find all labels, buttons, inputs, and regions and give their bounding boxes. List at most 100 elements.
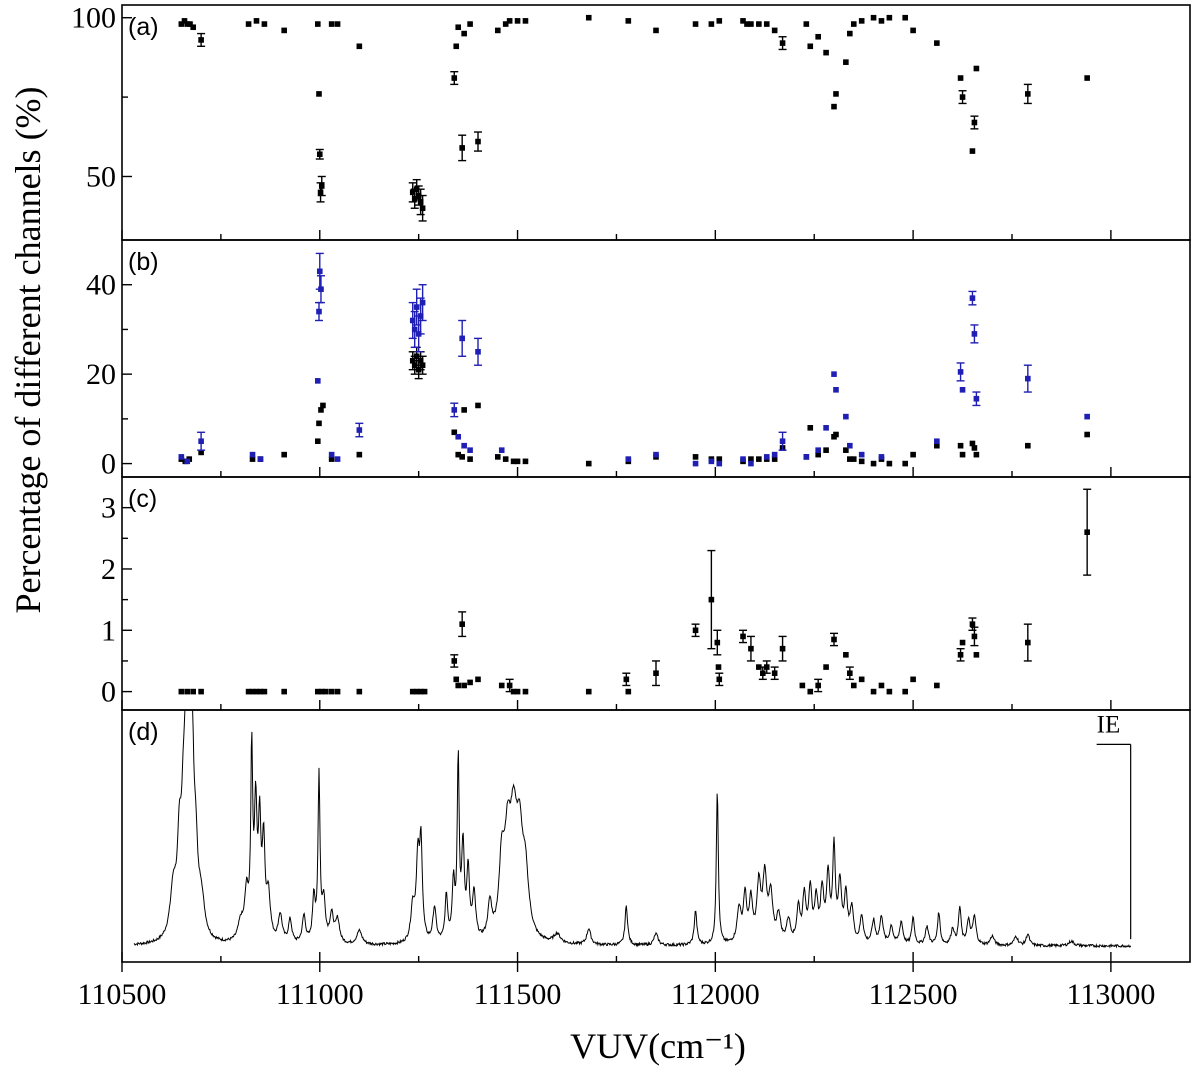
data-point: [1084, 431, 1090, 438]
x-axis: 110500 111000 111500 112000 112500 113000: [78, 962, 1155, 1011]
data-point: [831, 371, 837, 377]
data-point: [245, 688, 252, 695]
data-point: [461, 442, 467, 449]
data-point: [971, 119, 978, 126]
data-point: [756, 456, 762, 462]
data-point: [957, 442, 964, 449]
data-point: [413, 353, 420, 360]
data-point: [969, 621, 976, 627]
data-point: [453, 43, 460, 50]
data-point: [973, 451, 980, 458]
data-point: [461, 407, 467, 413]
data-point: [356, 688, 363, 695]
data-point: [467, 447, 473, 453]
data-point: [249, 456, 256, 462]
data-point: [957, 369, 964, 375]
data-point: [257, 688, 264, 695]
data-point: [178, 21, 185, 27]
x-tick-label: 110500: [78, 978, 167, 1011]
data-point: [934, 40, 940, 46]
data-point: [744, 21, 750, 27]
data-point: [823, 664, 829, 670]
data-point: [261, 21, 268, 27]
data-point: [498, 682, 505, 689]
data-point: [181, 18, 188, 24]
y-tick-label: 0: [101, 676, 116, 709]
data-point: [322, 688, 329, 695]
series-channel-a: [178, 14, 1090, 222]
data-point: [934, 442, 940, 449]
data-point: [969, 295, 976, 301]
data-point: [843, 59, 849, 65]
data-point: [858, 451, 865, 458]
data-point: [245, 21, 252, 27]
data-point: [419, 362, 426, 369]
data-point: [847, 670, 853, 677]
data-point: [969, 440, 976, 447]
panels: (a) 50 100 (b) 0 20 40 (c) 0 1 2 3 (d) IE: [71, 2, 1191, 963]
data-point: [522, 18, 529, 24]
data-point: [494, 27, 501, 34]
data-point: [455, 451, 462, 458]
data-point: [417, 199, 424, 205]
data-point: [771, 27, 778, 34]
data-point: [653, 670, 659, 677]
panel-label: (a): [128, 13, 159, 41]
data-point: [831, 103, 837, 110]
data-point: [334, 688, 341, 695]
data-point: [316, 151, 323, 158]
data-point: [748, 645, 754, 652]
data-point: [771, 451, 778, 458]
data-point: [417, 357, 424, 364]
data-point: [959, 451, 966, 458]
data-point: [320, 402, 326, 409]
series-channel-c: [178, 488, 1092, 695]
data-point: [249, 451, 256, 458]
data-point: [886, 14, 893, 21]
data-point: [315, 378, 321, 384]
data-point: [514, 458, 521, 465]
data-point: [510, 458, 517, 465]
data-point: [316, 308, 322, 315]
x-tick-label: 112000: [671, 978, 760, 1011]
data-point: [198, 449, 204, 456]
data-point: [316, 268, 323, 275]
spectrum-line: [133, 709, 1132, 949]
data-point: [878, 682, 885, 689]
data-point: [1025, 91, 1031, 97]
data-point: [815, 447, 821, 453]
data-point: [886, 688, 893, 695]
data-point: [858, 676, 865, 683]
data-point: [934, 682, 940, 689]
data-point: [763, 21, 770, 27]
data-point: [514, 18, 521, 24]
data-point: [475, 402, 481, 409]
data-point: [419, 205, 426, 212]
data-point: [334, 21, 341, 27]
data-point: [281, 451, 287, 458]
data-point: [692, 21, 699, 27]
data-point: [807, 43, 814, 50]
data-point: [779, 438, 786, 445]
data-point: [833, 387, 839, 393]
panel-b: (b) 0 20 40: [86, 239, 1191, 481]
data-point: [502, 21, 509, 27]
data-point: [959, 387, 966, 393]
data-point: [823, 49, 829, 56]
data-point: [910, 451, 916, 458]
data-point: [413, 688, 420, 695]
data-point: [253, 18, 260, 24]
data-point: [184, 688, 191, 695]
data-point: [522, 458, 529, 465]
data-point: [969, 148, 976, 154]
data-point: [843, 652, 849, 658]
data-point: [740, 633, 746, 640]
data-point: [178, 454, 185, 460]
data-point: [318, 407, 324, 413]
data-point: [815, 33, 821, 40]
data-point: [409, 189, 416, 196]
panel-frame: [121, 4, 1191, 241]
data-point: [198, 438, 204, 445]
panel-a: (a) 50 100: [71, 2, 1191, 241]
